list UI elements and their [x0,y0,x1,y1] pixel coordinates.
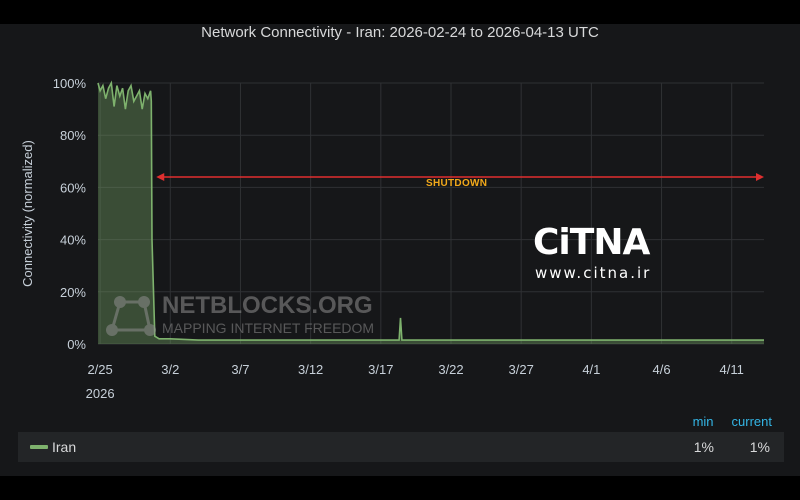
legend-min-value: 1% [693,439,714,455]
y-tick-label: 80% [60,128,86,143]
y-tick-label: 20% [60,285,86,300]
shutdown-arrow-left-head [156,172,165,181]
shutdown-annotation: SHUTDOWN [426,178,488,189]
shutdown-arrow-right-head [756,172,764,181]
x-tick-label: 3/12 [298,362,323,377]
netblocks-tagline: MAPPING INTERNET FREEDOM [162,320,375,336]
legend-swatch [30,445,48,449]
citna-logo-watermark: CiTNA [533,222,650,263]
y-tick-label: 60% [60,180,86,195]
series-line-iran [97,80,764,341]
legend-min-header[interactable]: min [692,414,714,429]
x-tick-label: 3/7 [231,362,249,377]
legend-current-header[interactable]: current [731,414,772,429]
chart-title: Network Connectivity - Iran: 2026-02-24 … [201,24,599,41]
netblocks-network-icon [106,296,156,336]
netblocks-name: NETBLOCKS.ORG [162,292,373,319]
x-tick-label: 3/2 [161,362,179,377]
x-tick-label: 4/6 [652,362,670,377]
x-tick-label: 4/11 [720,362,744,377]
x-year-label: 2026 [86,386,115,401]
x-tick-label: 4/1 [582,362,600,377]
x-tick-label: 3/27 [509,362,534,377]
y-tick-label: 0% [67,337,86,352]
x-tick-label: 2/25 [87,362,112,377]
x-tick-label: 3/22 [438,362,463,377]
y-axis-label: Connectivity (normalized) [20,140,35,287]
citna-url-watermark: www.citna.ir [535,264,652,282]
y-tick-label: 40% [60,233,86,248]
x-tick-label: 3/17 [368,362,393,377]
y-tick-label: 100% [53,76,87,91]
legend-row-iran[interactable]: Iran 1% 1% [18,432,784,462]
legend-series-name[interactable]: Iran [52,439,77,455]
legend-header: min current [693,414,772,429]
legend-current-value: 1% [749,439,770,455]
